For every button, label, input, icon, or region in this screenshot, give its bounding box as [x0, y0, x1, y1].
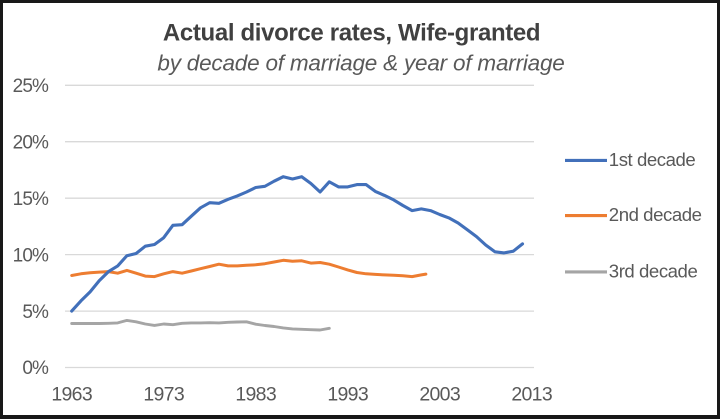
svg-text:2nd decade: 2nd decade [609, 204, 702, 225]
svg-text:1st decade: 1st decade [609, 149, 696, 170]
svg-text:10%: 10% [13, 245, 49, 266]
svg-text:1983: 1983 [235, 384, 276, 406]
svg-text:1973: 1973 [143, 384, 184, 406]
svg-text:Actual divorce rates, Wife-gra: Actual divorce rates, Wife-granted [163, 20, 540, 47]
svg-text:5%: 5% [22, 302, 49, 323]
svg-text:3rd decade: 3rd decade [609, 261, 698, 282]
svg-text:20%: 20% [13, 132, 49, 153]
svg-text:0%: 0% [22, 358, 49, 379]
svg-text:2013: 2013 [511, 384, 552, 406]
svg-text:2003: 2003 [419, 384, 460, 406]
svg-text:by decade of marriage & year o: by decade of marriage & year of marriage [157, 51, 564, 76]
svg-text:1963: 1963 [51, 384, 92, 406]
svg-text:25%: 25% [13, 76, 49, 97]
svg-text:15%: 15% [13, 189, 49, 210]
svg-text:1993: 1993 [327, 384, 368, 406]
